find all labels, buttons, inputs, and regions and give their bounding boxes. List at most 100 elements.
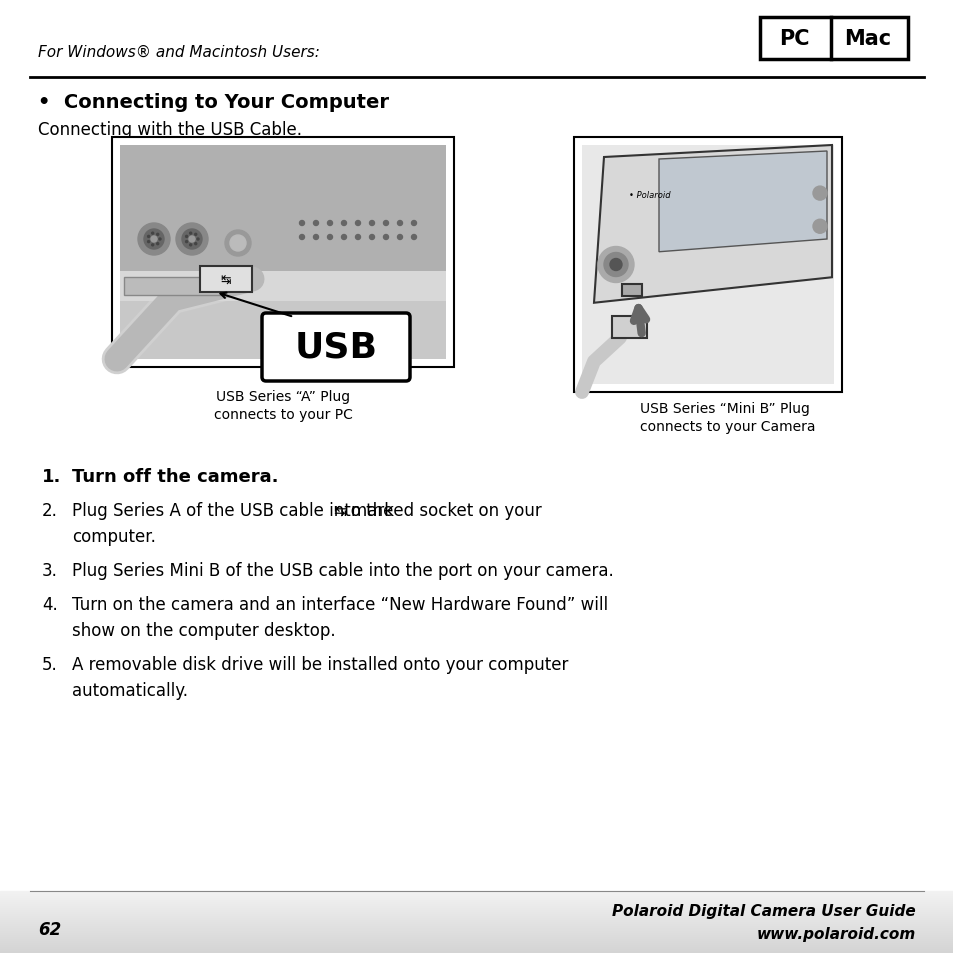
Circle shape (812, 220, 826, 234)
Bar (0, 938, 953, 939)
Bar (0, 897, 953, 898)
Text: 1.: 1. (42, 468, 61, 485)
Bar (0, 931, 953, 932)
Bar (0, 943, 953, 944)
Bar (0, 904, 953, 905)
Bar (0, 935, 953, 936)
Circle shape (411, 221, 416, 226)
Bar (0, 903, 953, 904)
Bar (0, 939, 953, 940)
Text: USB Series “Mini B” Plug: USB Series “Mini B” Plug (639, 401, 809, 416)
Circle shape (341, 221, 346, 226)
Text: A removable disk drive will be installed onto your computer: A removable disk drive will be installed… (71, 656, 568, 673)
Text: Plug Series Mini B of the USB cable into the port on your camera.: Plug Series Mini B of the USB cable into… (71, 561, 613, 579)
Text: www.polaroid.com: www.polaroid.com (756, 926, 915, 942)
Circle shape (314, 235, 318, 240)
Text: 4.: 4. (42, 596, 58, 614)
Bar (0, 941, 953, 942)
Circle shape (327, 221, 333, 226)
Circle shape (138, 224, 170, 255)
Bar (0, 896, 953, 897)
Bar (0, 892, 953, 893)
Bar (0, 908, 953, 909)
Text: USB Series “A” Plug: USB Series “A” Plug (215, 390, 350, 403)
Bar (0, 898, 953, 899)
Bar (0, 936, 953, 937)
Bar (760, 18, 907, 60)
Circle shape (156, 243, 158, 246)
Bar (0, 951, 953, 952)
Bar (120, 146, 446, 359)
Bar (0, 952, 953, 953)
Circle shape (159, 239, 161, 241)
Bar (0, 932, 953, 933)
Text: connects to your PC: connects to your PC (213, 408, 352, 421)
Text: •  Connecting to Your Computer: • Connecting to Your Computer (38, 93, 389, 112)
Bar (0, 909, 953, 910)
Circle shape (148, 236, 150, 238)
Bar (574, 138, 841, 393)
Circle shape (299, 221, 304, 226)
Bar (0, 946, 953, 947)
Bar (0, 906, 953, 907)
Bar (0, 894, 953, 895)
Text: ↹: ↹ (333, 503, 346, 518)
Circle shape (152, 245, 153, 247)
Circle shape (186, 236, 188, 238)
Text: computer.: computer. (71, 527, 155, 545)
Bar (0, 912, 953, 913)
Bar (0, 916, 953, 917)
Text: marked socket on your: marked socket on your (351, 501, 541, 519)
Text: 62: 62 (38, 920, 61, 938)
Circle shape (196, 239, 199, 241)
Circle shape (156, 234, 158, 236)
Text: ↹: ↹ (220, 274, 231, 286)
Bar (0, 920, 953, 921)
Text: 5.: 5. (42, 656, 58, 673)
Text: For Windows® and Macintosh Users:: For Windows® and Macintosh Users: (38, 45, 319, 59)
Bar (0, 893, 953, 894)
Bar (0, 929, 953, 930)
FancyBboxPatch shape (262, 314, 410, 381)
Bar (0, 924, 953, 925)
Bar (621, 285, 641, 296)
Bar (0, 901, 953, 902)
Circle shape (190, 245, 192, 247)
Text: • Polaroid: • Polaroid (628, 192, 670, 200)
Text: USB: USB (294, 331, 377, 365)
Bar (112, 138, 454, 368)
Bar (0, 900, 953, 901)
Circle shape (812, 187, 826, 201)
Circle shape (299, 235, 304, 240)
Bar (0, 944, 953, 945)
Circle shape (175, 224, 208, 255)
Text: Polaroid Digital Camera User Guide: Polaroid Digital Camera User Guide (612, 903, 915, 919)
Circle shape (189, 236, 194, 243)
Circle shape (369, 221, 375, 226)
Text: automatically.: automatically. (71, 681, 188, 700)
Text: Turn off the camera.: Turn off the camera. (71, 468, 278, 485)
Bar (0, 950, 953, 951)
Bar (0, 933, 953, 934)
Bar (0, 927, 953, 928)
Bar (0, 940, 953, 941)
Bar (612, 316, 646, 338)
Bar (0, 921, 953, 923)
Bar (0, 930, 953, 931)
Circle shape (190, 233, 192, 234)
Bar (0, 934, 953, 935)
Text: PC: PC (778, 29, 808, 49)
Circle shape (314, 221, 318, 226)
Text: show on the computer desktop.: show on the computer desktop. (71, 621, 335, 639)
Bar (0, 891, 953, 892)
Polygon shape (594, 146, 831, 303)
Circle shape (194, 234, 196, 236)
Circle shape (369, 235, 375, 240)
Bar (0, 905, 953, 906)
Circle shape (341, 235, 346, 240)
Bar (0, 915, 953, 916)
Bar (0, 913, 953, 914)
Circle shape (397, 235, 402, 240)
Circle shape (144, 230, 164, 250)
Circle shape (609, 259, 621, 272)
